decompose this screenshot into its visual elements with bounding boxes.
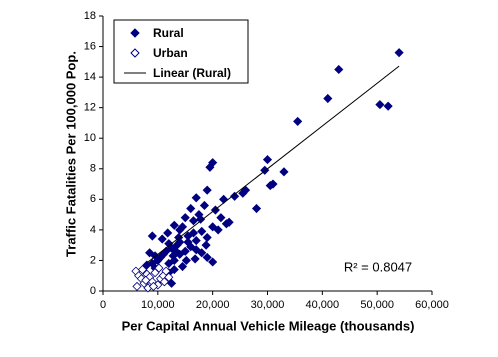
point <box>153 280 163 290</box>
point <box>181 255 191 266</box>
point <box>262 155 273 165</box>
y-axis-title: Traffic Fatalities Per 100,000 Pop. <box>63 51 78 257</box>
point <box>394 48 404 58</box>
point <box>188 228 199 238</box>
point <box>175 225 185 235</box>
point <box>132 281 142 291</box>
point <box>334 64 344 75</box>
y-tick-label: 2 <box>90 254 96 266</box>
point <box>213 225 223 235</box>
point <box>202 252 212 262</box>
y-tick-label: 6 <box>90 193 96 205</box>
legend-marker <box>130 48 140 58</box>
legend-marker <box>130 28 140 38</box>
point <box>279 167 289 177</box>
point <box>145 248 155 258</box>
point <box>169 220 179 230</box>
point <box>221 219 231 229</box>
x-tick-label: 0 <box>100 299 106 311</box>
point <box>205 162 215 172</box>
x-tick-label: 40,000 <box>306 299 340 311</box>
point <box>171 246 181 256</box>
x-tick-label: 60,000 <box>415 299 449 311</box>
x-tick-label: 10,000 <box>141 299 175 311</box>
point <box>191 236 201 246</box>
legend-label: Rural <box>153 26 184 40</box>
y-tick-label: 12 <box>84 102 96 114</box>
point <box>238 188 248 198</box>
x-axis-title: Per Capital Annual Vehicle Mileage (thou… <box>122 318 415 333</box>
point <box>180 246 190 256</box>
point <box>163 228 173 238</box>
point <box>188 216 199 226</box>
point <box>164 239 174 249</box>
point <box>180 213 190 223</box>
point <box>375 100 385 110</box>
point <box>197 248 207 258</box>
point <box>186 203 196 214</box>
point <box>191 193 201 203</box>
legend-label: Linear (Rural) <box>153 66 231 80</box>
trend-line <box>146 65 400 264</box>
point <box>202 232 212 243</box>
point <box>230 191 240 201</box>
point <box>166 278 177 288</box>
point <box>154 263 164 273</box>
y-tick-label: 16 <box>84 40 96 52</box>
y-tick-label: 10 <box>84 132 96 144</box>
y-tick-label: 4 <box>90 224 96 236</box>
y-tick-label: 8 <box>90 163 96 175</box>
point <box>191 245 201 255</box>
point <box>137 265 148 275</box>
r-squared-annotation: R² = 0.8047 <box>344 259 412 274</box>
y-tick-label: 18 <box>84 10 96 22</box>
point <box>190 254 200 264</box>
point <box>142 260 152 270</box>
point <box>202 185 212 195</box>
point <box>147 231 157 241</box>
point <box>177 261 188 272</box>
point <box>169 255 179 266</box>
x-tick-label: 50,000 <box>360 299 394 311</box>
point <box>169 265 179 275</box>
legend-label: Urban <box>153 46 188 60</box>
point <box>251 203 262 214</box>
y-tick-label: 14 <box>84 71 96 83</box>
x-tick-label: 20,000 <box>196 299 230 311</box>
point <box>157 234 167 244</box>
point <box>201 240 211 250</box>
point <box>383 101 393 111</box>
point <box>196 214 206 224</box>
point <box>148 281 159 291</box>
point <box>161 266 171 276</box>
point <box>208 257 218 267</box>
point <box>141 275 151 285</box>
x-tick-label: 30,000 <box>251 299 285 311</box>
y-tick-label: 0 <box>90 285 96 297</box>
point <box>183 237 193 247</box>
point <box>164 272 174 282</box>
point <box>197 226 207 236</box>
point <box>293 116 303 126</box>
point <box>323 93 333 104</box>
legend: Rural Urban Linear (Rural) <box>113 19 249 84</box>
point <box>159 277 169 287</box>
point <box>265 181 275 191</box>
point <box>199 200 210 211</box>
point <box>216 213 226 223</box>
